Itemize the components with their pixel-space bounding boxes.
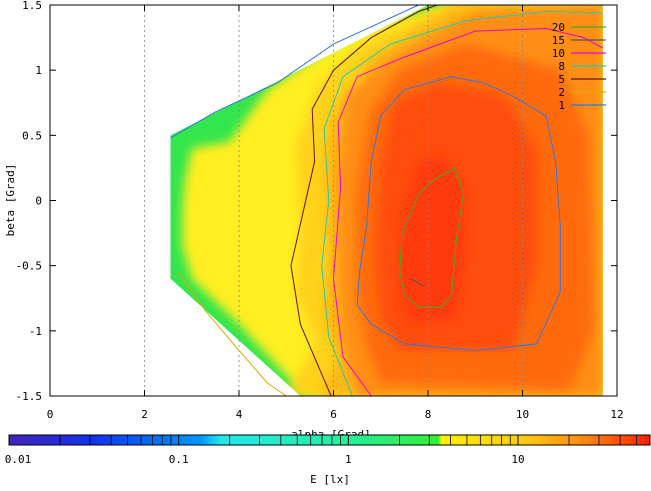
x-tick-label: 6 [330, 408, 337, 421]
colorbar-ticks: 0.01 0.1 1 10 [5, 435, 651, 466]
legend-label: 15 [552, 34, 565, 47]
x-tick-label: 4 [236, 408, 243, 421]
x-tick-label: 2 [141, 408, 148, 421]
x-tick-label: 0 [47, 408, 54, 421]
colorbar-tick-label: 10 [511, 453, 524, 466]
legend-label: 8 [558, 60, 565, 73]
x-tick-label: 10 [516, 408, 529, 421]
contour-15 [408, 278, 424, 287]
contour-2 [177, 271, 287, 396]
contour-5 [290, 5, 438, 396]
y-tick-label: 0.5 [22, 129, 42, 142]
y-axis-ticks: -1.5 -1 -0.5 0 0.5 1 1.5 [16, 0, 617, 403]
legend-label: 20 [552, 21, 565, 34]
y-tick-label: 1.5 [22, 0, 42, 12]
heatmap-surface [170, 5, 603, 396]
contour-8 [321, 10, 603, 396]
y-tick-label: -0.5 [16, 260, 43, 273]
contour-1 [356, 76, 561, 351]
legend-label: 5 [558, 73, 565, 86]
y-tick-label: 1 [35, 64, 42, 77]
colorbar: 0.01 0.1 1 10 [5, 434, 651, 466]
y-axis-label: beta [Grad] [4, 164, 17, 237]
x-axis-ticks: 0 2 4 6 8 10 12 [47, 5, 624, 421]
legend-label: 2 [558, 86, 565, 99]
legend-label: 1 [558, 99, 565, 112]
heat-layer-25 [397, 154, 466, 325]
y-tick-label: -1 [29, 325, 42, 338]
contour-20 [399, 167, 464, 308]
colorbar-label: E [lx] [310, 473, 350, 486]
colorbar-tick-label: 0.01 [5, 453, 32, 466]
contour-1 [170, 5, 419, 139]
colorbar-gradient [8, 434, 651, 446]
y-tick-label: 0 [35, 195, 42, 208]
contour-lines [170, 5, 604, 396]
legend-label: 10 [552, 47, 565, 60]
x-tick-label: 8 [425, 408, 432, 421]
colorbar-tick-label: 0.1 [169, 453, 189, 466]
x-tick-label: 12 [610, 408, 623, 421]
contour-10 [332, 27, 604, 396]
y-tick-label: -1.5 [16, 390, 43, 403]
colorbar-tick-label: 1 [345, 453, 352, 466]
